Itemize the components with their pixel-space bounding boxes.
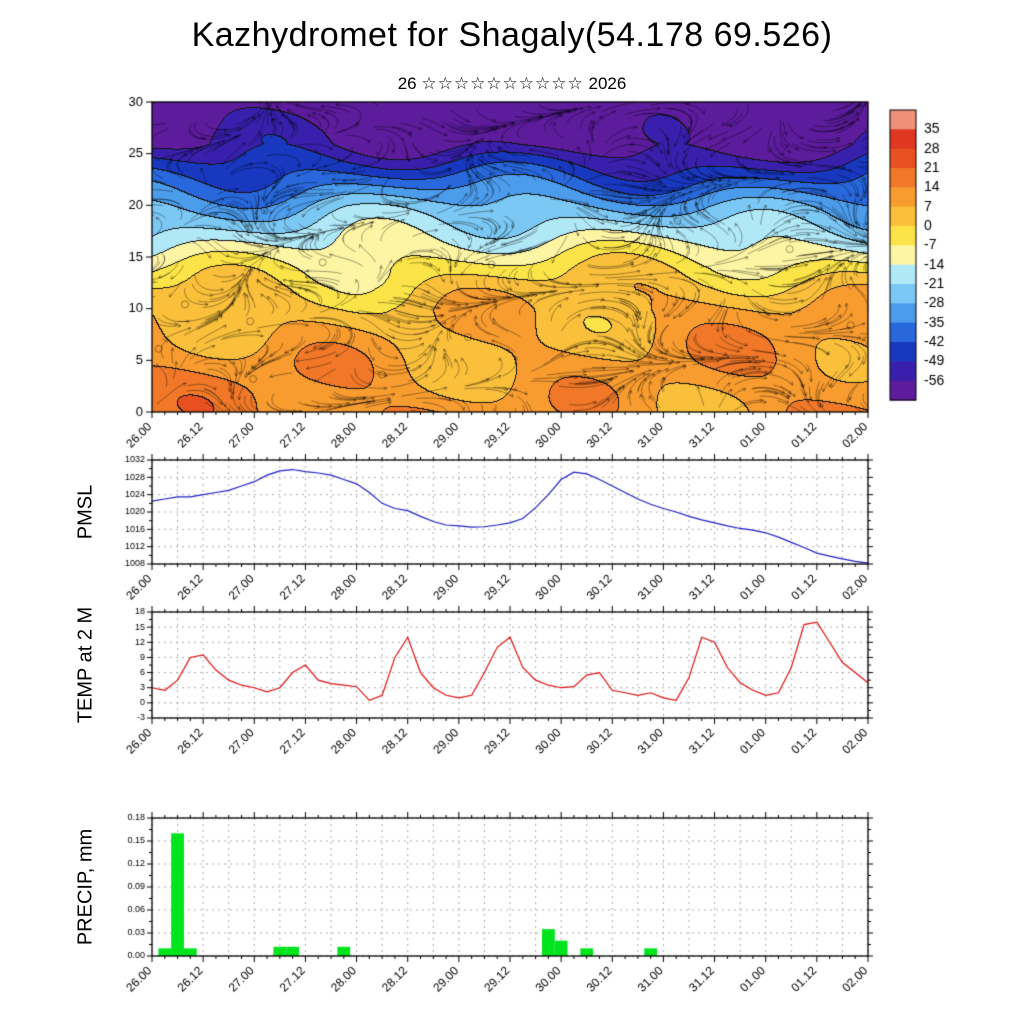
page-title: Kazhydromet for Shagaly(54.178 69.526) [191,16,833,54]
temp-axis-label: TEMP at 2 M [74,606,97,724]
pmsl-chart [100,452,900,606]
precip-chart [100,810,900,1010]
date-year: 2026 [588,74,627,93]
pmsl-axis-label: PMSL [74,484,97,540]
precip-axis-label: PRECIP, mm [74,828,97,946]
cross-section-chart [100,96,960,458]
date-stars-icon: ☆☆☆☆☆☆☆☆☆☆ [421,74,584,93]
temp-chart [100,604,900,760]
date-line: 26 ☆☆☆☆☆☆☆☆☆☆ 2026 [0,74,1024,94]
date-day: 26 [397,74,417,93]
